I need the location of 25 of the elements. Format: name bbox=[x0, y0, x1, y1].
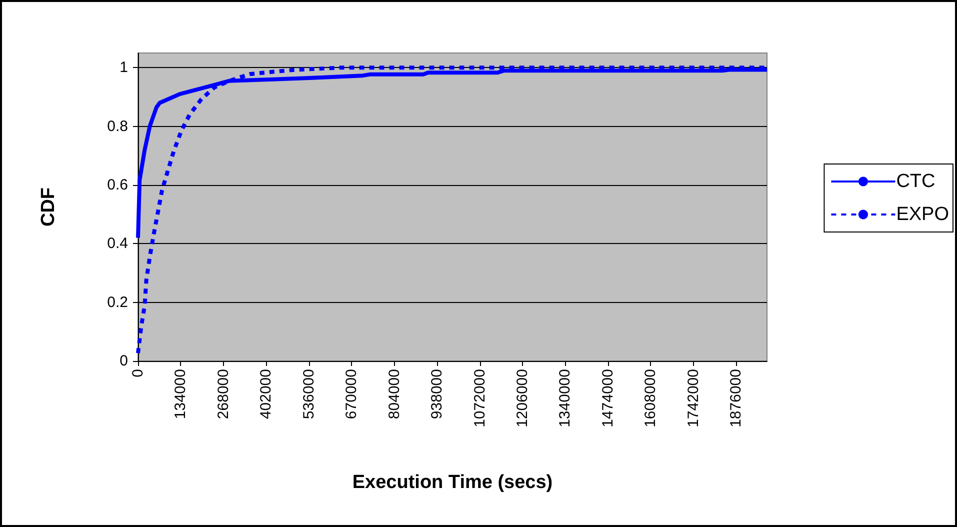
x-tick-label: 536000 bbox=[300, 369, 318, 420]
legend-label: EXPO bbox=[896, 204, 950, 225]
x-tick-label: 1340000 bbox=[556, 369, 574, 428]
y-tick-label: 0.6 bbox=[107, 176, 128, 194]
y-tick-label: 1 bbox=[120, 59, 128, 76]
x-tick-label: 1474000 bbox=[599, 369, 616, 428]
x-tick-label: 1206000 bbox=[514, 369, 531, 428]
x-tick-label: 1072000 bbox=[471, 369, 488, 428]
y-tick-label: 0.2 bbox=[107, 294, 128, 311]
legend-label: CTC bbox=[896, 171, 936, 192]
x-tick-label: 1742000 bbox=[684, 369, 702, 428]
x-tick-label: 670000 bbox=[343, 369, 360, 420]
x-tick-label: 402000 bbox=[258, 369, 275, 420]
x-tick-label: 0 bbox=[130, 369, 146, 378]
x-tick-label: 804000 bbox=[386, 369, 403, 420]
x-tick-label: 268000 bbox=[214, 369, 232, 420]
x-tick-label: 1876000 bbox=[728, 369, 745, 428]
y-tick-label: 0.8 bbox=[107, 118, 128, 135]
x-tick-label: 1608000 bbox=[642, 369, 660, 428]
y-axis-title: CDF bbox=[38, 187, 59, 227]
x-tick-label: 938000 bbox=[428, 369, 446, 420]
y-tick-label: 0 bbox=[120, 352, 128, 370]
x-tick-label: 134000 bbox=[172, 369, 190, 420]
y-tick-label: 0.4 bbox=[107, 235, 128, 252]
x-axis-title: Execution Time (secs) bbox=[352, 472, 553, 493]
